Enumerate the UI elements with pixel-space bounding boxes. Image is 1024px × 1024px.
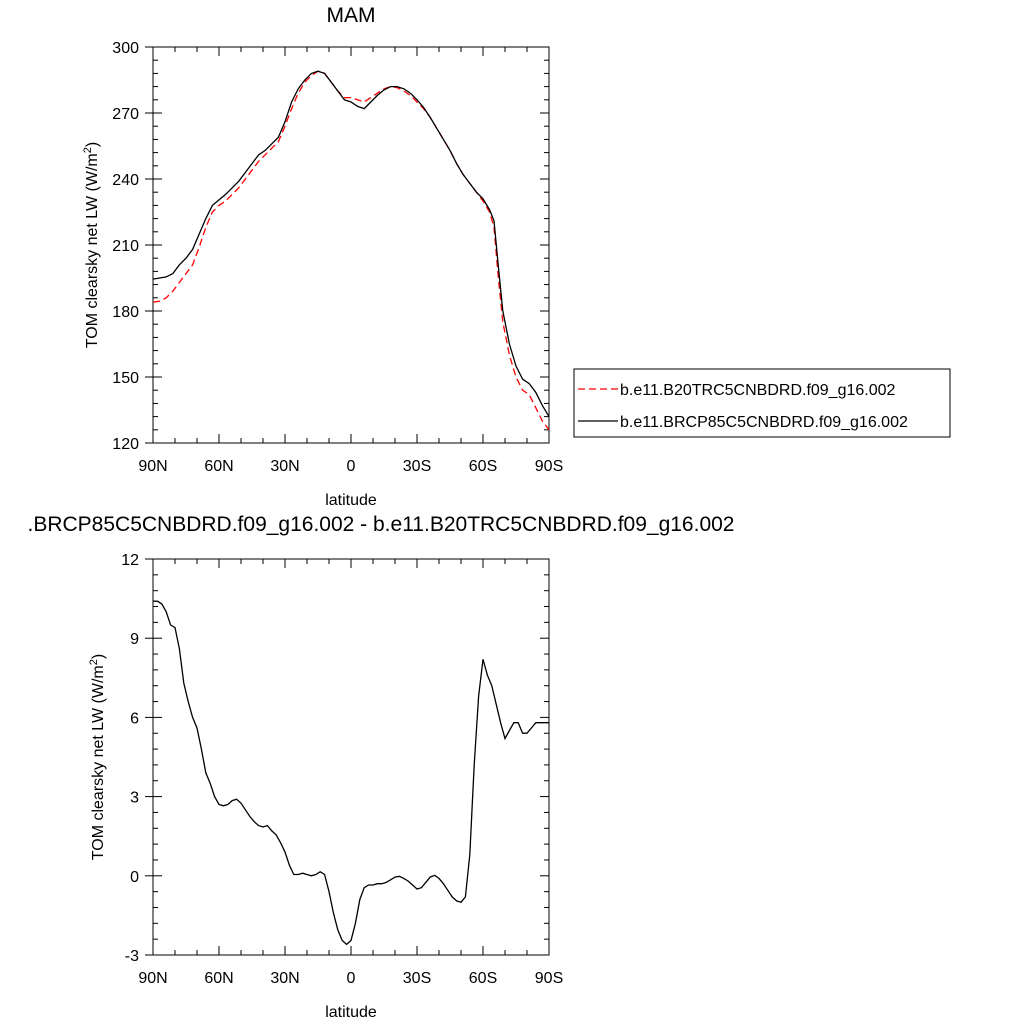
x-tick-label: 60S (469, 458, 497, 475)
plot-frame (152, 46, 550, 444)
legend-box (573, 368, 951, 438)
series-line-2 (153, 70, 549, 417)
chart-1: MAM 90N 60N 30N 0 30S 60S 90S 120 150 180 210 240 270… (82, 4, 951, 509)
y-axis-label-end: ) (90, 654, 107, 659)
x-tick-label: 90S (535, 458, 563, 475)
y-tick-label: 12 (121, 552, 139, 569)
x-tick-label: 0 (347, 970, 356, 987)
x-axis-label: latitude (325, 492, 377, 509)
chart-title: .BRCP85C5CNBDRD.f09_g16.002 - b.e11.B20T… (28, 513, 735, 536)
x-tick-label: 30S (403, 970, 431, 987)
y-tick-label: 9 (130, 631, 139, 648)
series-line-1 (153, 70, 549, 431)
y-axis-label: TOM clearsky net LW (W/m2) (88, 654, 107, 860)
y-tick-label: 180 (112, 304, 139, 321)
y-tick-label: 210 (112, 238, 139, 255)
y-axis-label-main: TOM clearsky net LW (W/m (84, 153, 101, 348)
x-tick-label: 90S (535, 970, 563, 987)
x-axis-label: latitude (325, 1004, 377, 1021)
x-tick-label: 60S (469, 970, 497, 987)
y-axis-label-end: ) (84, 142, 101, 147)
y-tick-label: 300 (112, 40, 139, 57)
chart-title: MAM (327, 4, 376, 27)
x-tick-label: 30N (270, 970, 299, 987)
x-tick-label: 0 (347, 458, 356, 475)
y-tick-label: -3 (125, 948, 139, 965)
legend-label-1: b.e11.B20TRC5CNBDRD.f09_g16.002 (620, 382, 896, 399)
legend-label-2: b.e11.BRCP85C5CNBDRD.f09_g16.002 (620, 414, 908, 431)
x-tick-label: 90N (138, 458, 167, 475)
plot-frame (152, 558, 550, 956)
x-tick-label: 30S (403, 458, 431, 475)
x-tick-label: 90N (138, 970, 167, 987)
y-tick-label: 3 (130, 790, 139, 807)
y-tick-label: 240 (112, 172, 139, 189)
y-axis-label: TOM clearsky net LW (W/m2) (82, 142, 101, 348)
y-tick-label: 0 (130, 869, 139, 886)
y-axis-label-main: TOM clearsky net LW (W/m (90, 665, 107, 860)
series-line-1 (153, 600, 549, 946)
x-tick-label: 60N (204, 458, 233, 475)
y-tick-label: 6 (130, 710, 139, 727)
y-tick-label: 120 (112, 436, 139, 453)
y-tick-label: 150 (112, 370, 139, 387)
chart-2: .BRCP85C5CNBDRD.f09_g16.002 - b.e11.B20T… (28, 513, 735, 1021)
x-tick-label: 60N (204, 970, 233, 987)
y-axis-label-superscript: 2 (88, 659, 100, 665)
x-tick-label: 30N (270, 458, 299, 475)
y-tick-label: 270 (112, 106, 139, 123)
y-axis-label-superscript: 2 (82, 147, 94, 153)
